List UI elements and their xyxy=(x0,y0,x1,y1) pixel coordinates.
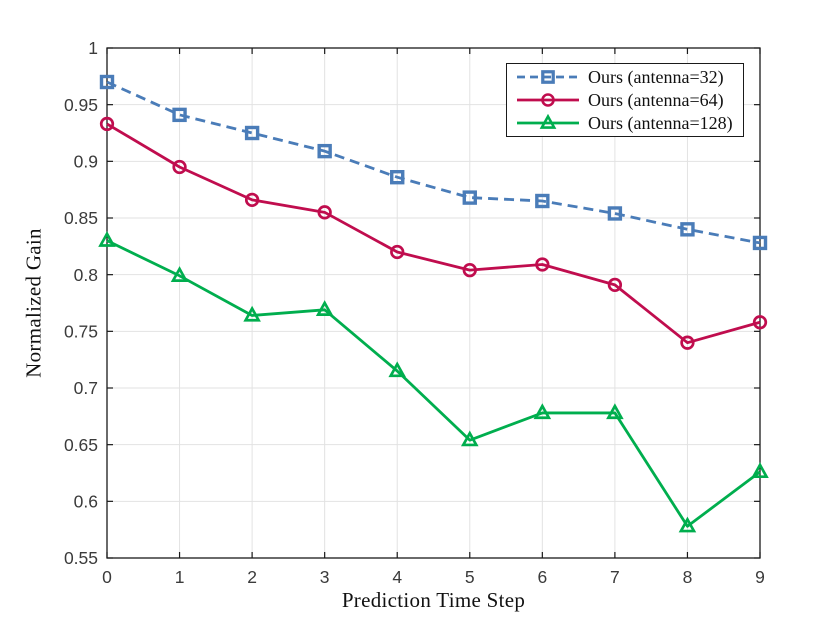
svg-text:5: 5 xyxy=(465,567,475,587)
svg-text:0: 0 xyxy=(102,567,112,587)
legend-label: Ours (antenna=64) xyxy=(588,89,724,110)
legend-item: Ours (antenna=128) xyxy=(515,112,737,134)
svg-text:1: 1 xyxy=(175,567,185,587)
svg-text:4: 4 xyxy=(392,567,402,587)
svg-text:0.65: 0.65 xyxy=(64,435,98,455)
legend-item: Ours (antenna=32) xyxy=(515,66,737,88)
svg-text:0.95: 0.95 xyxy=(64,95,98,115)
y-axis-title: Normalized Gain xyxy=(21,228,46,378)
svg-text:0.6: 0.6 xyxy=(74,491,98,511)
svg-text:0.55: 0.55 xyxy=(64,548,98,568)
svg-text:1: 1 xyxy=(88,38,98,58)
svg-text:9: 9 xyxy=(755,567,765,587)
legend-item: Ours (antenna=64) xyxy=(515,89,737,111)
legend-solid-circle-marker-icon xyxy=(517,93,579,107)
legend-label: Ours (antenna=128) xyxy=(588,112,733,133)
legend-label: Ours (antenna=32) xyxy=(588,66,724,87)
svg-text:6: 6 xyxy=(537,567,547,587)
svg-text:8: 8 xyxy=(683,567,693,587)
svg-text:7: 7 xyxy=(610,567,620,587)
svg-text:0.75: 0.75 xyxy=(64,321,98,341)
svg-text:2: 2 xyxy=(247,567,257,587)
svg-text:3: 3 xyxy=(320,567,330,587)
svg-text:0.9: 0.9 xyxy=(74,151,98,171)
legend-dashed-square-marker-icon xyxy=(517,70,579,84)
x-axis-title: Prediction Time Step xyxy=(341,588,526,612)
legend: Ours (antenna=32) Ours (antenna=64) Ours… xyxy=(506,63,744,137)
svg-text:0.7: 0.7 xyxy=(74,378,98,398)
svg-text:0.8: 0.8 xyxy=(74,265,98,285)
svg-text:0.85: 0.85 xyxy=(64,208,98,228)
legend-solid-triangle-marker-icon xyxy=(517,114,579,129)
